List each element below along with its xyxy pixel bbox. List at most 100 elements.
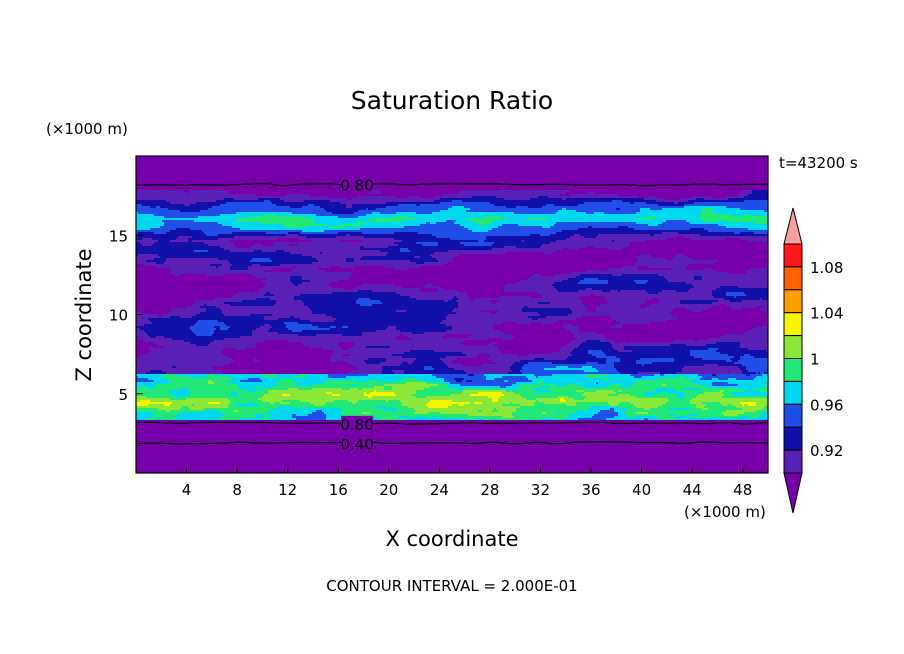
field-cell xyxy=(188,390,248,393)
field-cell xyxy=(214,298,256,301)
field-cell xyxy=(666,220,686,223)
field-cell xyxy=(362,232,394,235)
field-cell xyxy=(636,262,714,265)
field-cell xyxy=(512,370,520,373)
field-cell xyxy=(472,334,512,337)
field-cell xyxy=(222,264,232,267)
field-cell xyxy=(648,224,658,227)
field-cell xyxy=(762,374,768,377)
field-cell xyxy=(748,404,756,407)
field-cell xyxy=(464,378,486,381)
field-cell xyxy=(170,202,196,205)
field-cell xyxy=(662,404,696,407)
field-cell xyxy=(514,416,568,419)
field-cell xyxy=(366,222,426,225)
field-cell xyxy=(280,402,290,405)
field-cell xyxy=(578,346,612,349)
field-cell xyxy=(168,392,190,395)
field-cell xyxy=(554,282,578,285)
field-cell xyxy=(656,200,688,203)
field-cell xyxy=(250,314,272,317)
field-cell xyxy=(498,410,516,413)
field-cell xyxy=(602,376,634,379)
field-cell xyxy=(256,342,302,345)
field-cell xyxy=(268,390,374,393)
field-cell xyxy=(136,310,138,313)
field-cell xyxy=(368,192,382,195)
field-cell xyxy=(304,304,360,307)
field-cell xyxy=(136,220,162,223)
field-cell xyxy=(740,358,768,361)
field-cell xyxy=(310,402,326,405)
field-cell xyxy=(252,292,254,295)
field-cell xyxy=(290,276,302,279)
field-cell xyxy=(300,400,334,403)
field-cell xyxy=(136,376,138,379)
field-cell xyxy=(140,400,150,403)
field-cell xyxy=(352,402,356,405)
field-cell xyxy=(578,328,752,331)
field-cell xyxy=(636,396,678,399)
field-cell xyxy=(500,296,530,299)
field-cell xyxy=(468,294,542,297)
field-cell xyxy=(694,276,702,279)
field-cell xyxy=(486,378,494,381)
z-tick-label: 15 xyxy=(109,227,128,245)
field-cell xyxy=(286,326,318,329)
field-cell xyxy=(158,408,180,411)
field-cell xyxy=(716,342,740,345)
field-cell xyxy=(732,360,738,363)
field-cell xyxy=(150,400,230,403)
field-cell xyxy=(386,328,396,331)
field-cell xyxy=(738,366,746,369)
field-cell xyxy=(382,372,394,375)
field-cell xyxy=(660,418,676,421)
field-cell xyxy=(668,398,680,401)
field-cell xyxy=(568,314,672,317)
field-cell xyxy=(452,260,638,263)
field-cell xyxy=(618,404,634,407)
field-cell xyxy=(228,260,250,263)
field-cell xyxy=(464,244,492,247)
field-cell xyxy=(704,220,718,223)
field-cell xyxy=(644,408,650,411)
field-cell xyxy=(332,394,340,397)
field-cell xyxy=(258,290,358,293)
field-cell xyxy=(502,376,526,379)
field-cell xyxy=(762,310,768,313)
field-cell xyxy=(474,402,482,405)
field-cell xyxy=(742,308,760,311)
field-cell xyxy=(438,244,464,247)
field-cell xyxy=(418,232,556,235)
field-cell xyxy=(256,298,270,301)
field-cell xyxy=(424,388,458,391)
field-cell xyxy=(200,306,216,309)
field-cell xyxy=(136,286,264,289)
field-cell xyxy=(718,348,748,351)
field-cell xyxy=(136,402,172,405)
field-cell xyxy=(490,202,584,205)
field-cell xyxy=(646,290,662,293)
field-cell xyxy=(686,344,706,347)
field-cell xyxy=(490,356,568,359)
field-cell xyxy=(136,344,158,347)
field-cell xyxy=(506,206,516,209)
field-cell xyxy=(340,202,386,205)
field-cell xyxy=(574,398,584,401)
field-cell xyxy=(142,268,170,271)
field-cell xyxy=(324,382,406,385)
field-cell xyxy=(136,326,190,329)
field-cell xyxy=(740,402,756,405)
field-cell xyxy=(264,324,270,327)
field-cell xyxy=(566,358,606,361)
field-cell xyxy=(512,414,568,417)
field-cell xyxy=(544,402,576,405)
field-cell xyxy=(552,252,768,255)
field-cell xyxy=(170,316,180,319)
field-cell xyxy=(540,386,550,389)
field-cell xyxy=(566,198,644,201)
x-tick-label: 12 xyxy=(278,481,297,499)
field-cell xyxy=(254,402,270,405)
field-cell xyxy=(440,286,504,289)
field-cell xyxy=(162,314,196,317)
